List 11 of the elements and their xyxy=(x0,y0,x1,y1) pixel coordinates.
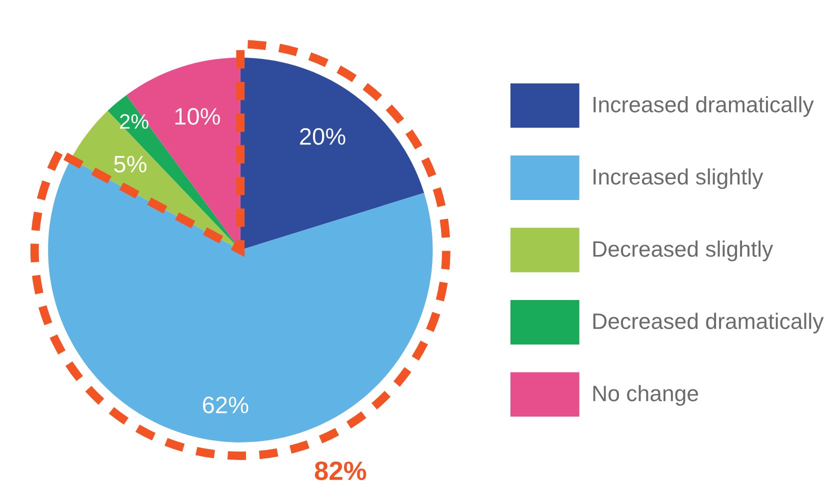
data-label: 20% xyxy=(300,128,346,145)
legend-label: No change xyxy=(593,385,698,406)
data-label: 5% xyxy=(114,156,146,172)
pie-slice xyxy=(240,58,424,250)
legend-label: Increased slightly xyxy=(594,168,764,190)
legend-label: Decreased dramatically xyxy=(593,312,824,334)
text: 82% xyxy=(314,462,366,480)
legend-label: Increased dramatically xyxy=(594,96,814,117)
data-label: 62% xyxy=(202,396,248,414)
data-label: 10% xyxy=(175,108,220,125)
legend-label: Decreased slightly xyxy=(593,240,774,262)
